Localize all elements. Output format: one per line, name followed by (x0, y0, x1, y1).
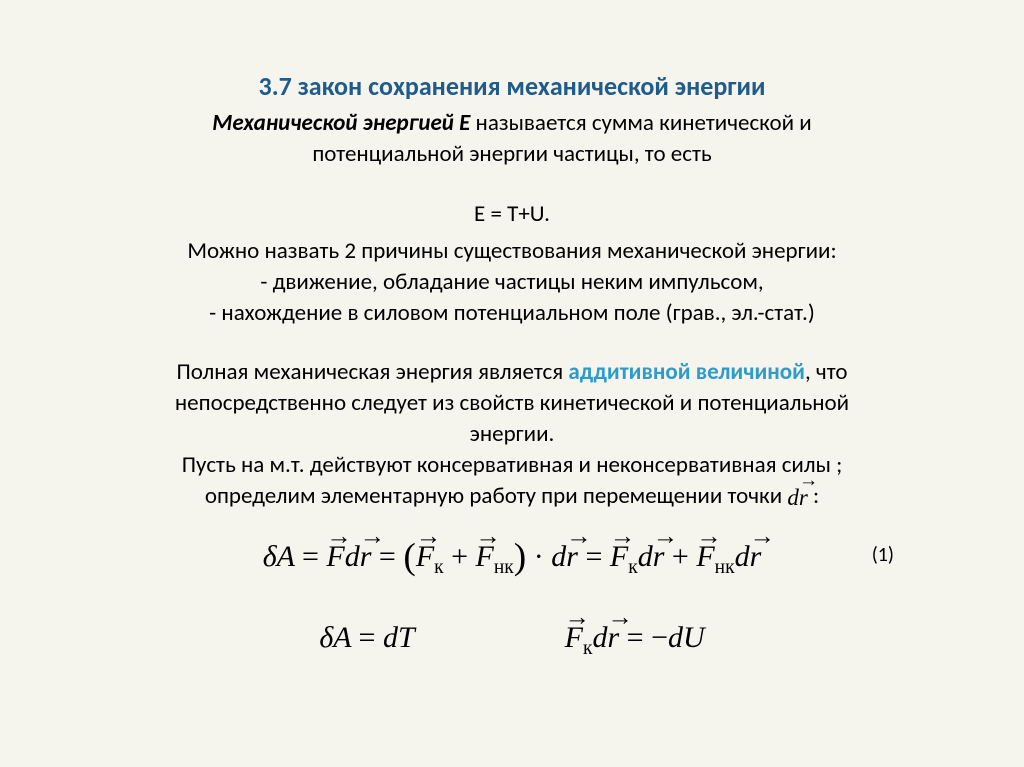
para2-text-a: Полная механическая энергия является (177, 358, 569, 386)
equation-1-label: (1) (872, 543, 894, 567)
para2-highlight: аддитивной величиной (568, 358, 805, 386)
definition-term: Механической энергией E (212, 109, 470, 137)
para2-line1: Полная механическая энергия является адд… (60, 357, 964, 388)
para2-line2: непосредственно следует из свойств кинет… (60, 388, 964, 419)
eq2-left: δA = dT (319, 621, 414, 660)
reason-2: - нахождение в силовом потенциальном пол… (60, 298, 964, 329)
definition-line1: Механической энергией E называется сумма… (60, 108, 964, 139)
para2-line3: энергии. (60, 419, 964, 450)
slide-container: 3.7 закон сохранения механической энерги… (0, 0, 1024, 767)
equation-1: δA = Fdr = (Fк + Fнк) · dr = Fкdr + Fнкd… (60, 535, 964, 579)
eq1-content: δA = Fdr = (Fк + Fнк) · dr = Fкdr + Fнкd… (263, 540, 762, 573)
slide-title: 3.7 закон сохранения механической энерги… (60, 70, 964, 102)
equation-row-2: δA = dT Fкdr = −dU (60, 621, 964, 660)
spacer (60, 329, 964, 357)
para3-line2: определим элементарную работу при переме… (60, 481, 964, 513)
definition-line2: потенциальной энергии частицы, то есть (60, 139, 964, 170)
eq2-right: Fкdr = −dU (565, 621, 705, 660)
definition-text1: называется сумма кинетической и (470, 109, 811, 137)
inline-dr: dr (787, 482, 807, 513)
para2-text-b: , что (805, 358, 848, 386)
para3-line1: Пусть на м.т. действуют консервативная и… (60, 450, 964, 481)
reasons-intro: Можно назвать 2 причины существования ме… (60, 236, 964, 267)
reason-1: - движение, обладание частицы неким импу… (60, 267, 964, 298)
para3-text-a: определим элементарную работу при переме… (205, 482, 788, 510)
formula-inline-1: E = T+U. (60, 200, 964, 228)
